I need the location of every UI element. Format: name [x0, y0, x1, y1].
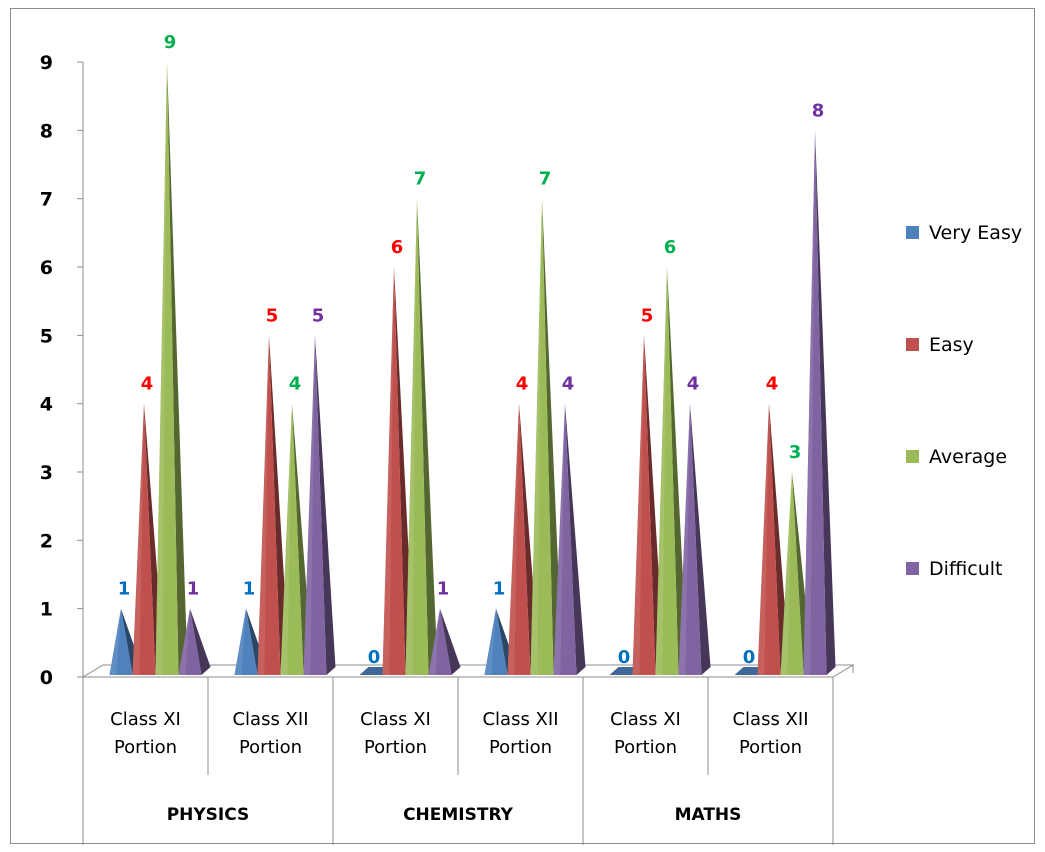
y-tick-label: 2 — [40, 530, 53, 552]
data-label: 7 — [414, 169, 427, 190]
bar-highlight — [655, 267, 667, 675]
bar-highlight — [678, 403, 690, 675]
bar-average-side — [542, 198, 563, 675]
data-label: 0 — [368, 647, 381, 668]
data-label: 4 — [687, 374, 700, 395]
category-label: Class XI — [610, 709, 681, 730]
category-label: Class XII — [732, 709, 808, 730]
chart-area: 0 1 2 3 4 5 6 7 8 9 1 4 9 1 1 5 4 5 0 6 7 1 1 4 7 4 0 5 6 4 0 4 3 8 Clas… — [10, 8, 1035, 845]
category-label: Portion — [489, 737, 552, 758]
pyramid-bar-chart: 0 1 2 3 4 5 6 7 8 9 1 4 9 1 1 5 4 5 0 6 7 1 1 4 7 4 0 5 6 4 0 4 3 8 Clas… — [40, 32, 1022, 845]
y-tick-label: 6 — [40, 257, 53, 279]
data-label: 3 — [789, 442, 802, 463]
category-label: Class XI — [110, 709, 181, 730]
bar-highlight — [484, 608, 496, 675]
y-tick-label: 5 — [40, 325, 53, 347]
data-label: 4 — [562, 374, 575, 395]
legend-swatch-easy — [906, 338, 919, 351]
bar-highlight — [155, 62, 167, 675]
data-label: 9 — [164, 32, 177, 53]
y-tick-label: 8 — [40, 120, 53, 142]
bar-highlight — [132, 403, 144, 675]
bar-difficult-side — [815, 130, 836, 675]
data-label: 1 — [187, 579, 200, 600]
data-label: 4 — [289, 374, 302, 395]
bar-difficult-side — [440, 608, 461, 675]
bar-highlight — [632, 335, 644, 675]
bar-highlight — [405, 198, 417, 675]
data-label: 1 — [243, 579, 256, 600]
group-label: CHEMISTRY — [403, 805, 514, 825]
bar-highlight — [234, 608, 246, 675]
bar-highlight — [303, 335, 315, 675]
category-label: Class XI — [360, 709, 431, 730]
legend-swatch-difficult — [906, 562, 919, 575]
bar-highlight — [109, 608, 121, 675]
bar-highlight — [530, 198, 542, 675]
bar-highlight — [803, 130, 815, 675]
bar-difficult-side — [565, 403, 586, 675]
bar-highlight — [280, 403, 292, 675]
data-label: 8 — [812, 100, 825, 121]
bar-highlight — [780, 472, 792, 675]
data-label: 4 — [141, 374, 154, 395]
bar-average-side — [667, 267, 688, 675]
bar-highlight — [428, 608, 440, 675]
bar-highlight — [382, 267, 394, 675]
data-label: 5 — [266, 305, 279, 326]
data-label: 4 — [516, 374, 529, 395]
legend-label: Difficult — [929, 558, 1003, 580]
y-tick-label: 4 — [40, 394, 53, 416]
data-label: 6 — [391, 237, 404, 258]
group-label: PHYSICS — [167, 805, 250, 825]
data-label: 1 — [437, 579, 450, 600]
bar-difficult-side — [690, 403, 711, 675]
legend-label: Easy — [929, 334, 974, 356]
data-label: 1 — [493, 579, 506, 600]
legend-swatch-very-easy — [906, 226, 919, 239]
legend-label: Average — [929, 446, 1007, 468]
group-label: MATHS — [675, 805, 742, 825]
bar-highlight — [507, 403, 519, 675]
y-tick-label: 7 — [40, 189, 53, 211]
y-tick-label: 0 — [40, 667, 53, 689]
category-label: Portion — [739, 737, 802, 758]
bar-average-side — [417, 198, 438, 675]
bar-difficult-side — [190, 608, 211, 675]
category-label: Class XII — [482, 709, 558, 730]
category-label: Class XII — [232, 709, 308, 730]
bar-highlight — [178, 608, 190, 675]
legend-label: Very Easy — [929, 222, 1022, 244]
category-label: Portion — [114, 737, 177, 758]
data-label: 1 — [118, 579, 131, 600]
bar-highlight — [757, 403, 769, 675]
category-label: Portion — [614, 737, 677, 758]
bar-difficult-side — [315, 335, 336, 675]
category-label: Portion — [239, 737, 302, 758]
data-label: 7 — [539, 169, 552, 190]
bar-highlight — [257, 335, 269, 675]
legend-swatch-average — [906, 450, 919, 463]
category-label: Portion — [364, 737, 427, 758]
bar-highlight — [553, 403, 565, 675]
data-label: 5 — [312, 305, 325, 326]
y-tick-label: 1 — [40, 599, 53, 621]
data-label: 6 — [664, 237, 677, 258]
data-label: 0 — [743, 647, 756, 668]
data-label: 5 — [641, 305, 654, 326]
y-tick-label: 3 — [40, 462, 53, 484]
y-tick-label: 9 — [40, 52, 53, 74]
data-label: 0 — [618, 647, 631, 668]
data-label: 4 — [766, 374, 779, 395]
bar-average-side — [167, 62, 188, 675]
